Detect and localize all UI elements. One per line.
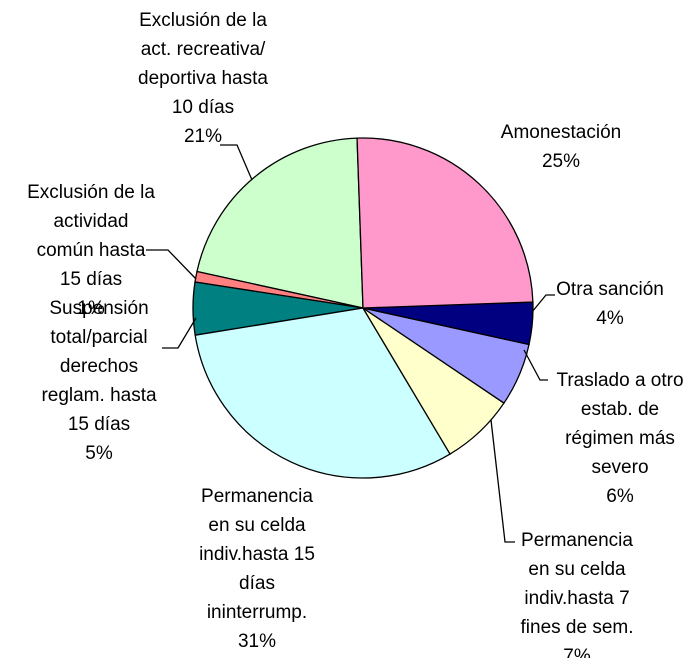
leader-line — [523, 349, 548, 381]
leader-line — [220, 144, 253, 181]
slice-label: Exclusión de la actividad común hasta 15… — [27, 178, 155, 323]
slice-label: Permanencia en su celda indiv.hasta 15 d… — [199, 482, 315, 656]
value-label: 7% — [563, 646, 591, 658]
pie-slice — [194, 307, 451, 479]
category-name: Otra sanción — [556, 279, 664, 300]
value-label: 25% — [541, 151, 581, 172]
slice-label: Amonestación 25% — [501, 118, 621, 176]
value-label: 21% — [183, 126, 223, 147]
slice-label: Permanencia en su celda indiv.hasta 7 fi… — [521, 526, 634, 658]
category-name: Suspensión total/parcial derechos reglam… — [41, 298, 157, 435]
pie-slice — [196, 137, 364, 309]
slice-label: Exclusión de la act. recreativa/ deporti… — [138, 6, 268, 151]
value-label: 1% — [77, 298, 105, 319]
value-label: 4% — [596, 308, 624, 329]
leader-line — [162, 317, 197, 349]
value-label: 6% — [606, 486, 634, 507]
value-label: 31% — [237, 631, 277, 652]
category-name: Exclusión de la actividad común hasta 15… — [27, 182, 155, 290]
leader-line — [146, 249, 197, 280]
slice-label: Otra sanción 4% — [556, 275, 664, 333]
category-name: Permanencia en su celda indiv.hasta 7 fi… — [520, 530, 634, 638]
category-name: Traslado a otro estab. de régimen más se… — [556, 370, 684, 478]
value-label: 5% — [85, 443, 113, 464]
category-name: Permanencia en su celda indiv.hasta 15 d… — [199, 486, 315, 623]
category-name: Exclusión de la act. recreativa/ deporti… — [138, 10, 268, 118]
category-name: Amonestación — [500, 122, 622, 143]
pie-slice — [356, 137, 534, 309]
leader-line — [531, 294, 555, 313]
slice-label: Traslado a otro estab. de régimen más se… — [556, 366, 683, 511]
leader-line — [490, 419, 515, 543]
slice-label: Suspensión total/parcial derechos reglam… — [41, 294, 156, 468]
